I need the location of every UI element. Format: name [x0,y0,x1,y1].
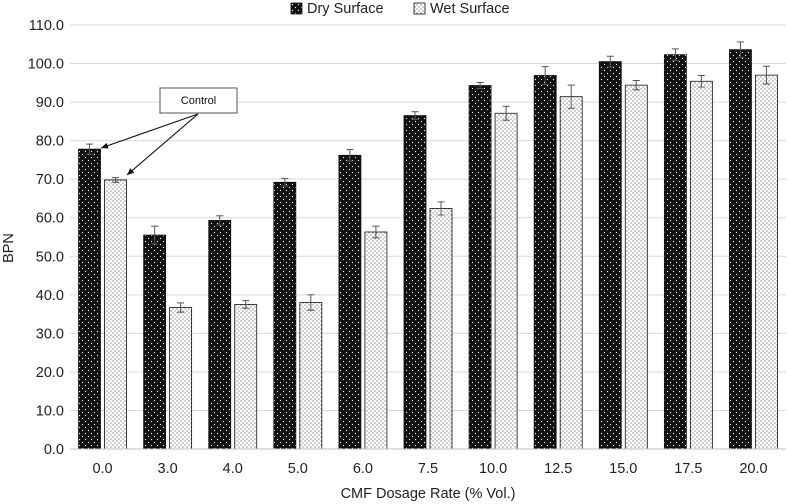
bar-dry-surface [598,61,622,450]
x-tick-label: 0.0 [92,461,112,477]
control-callout: Control [100,87,238,176]
legend-label-wet-surface: Wet Surface [430,1,510,17]
bar-dry-surface [468,85,492,450]
bar-wet-surface [169,307,193,450]
y-axis-ticks: 0.0 10.0 20.0 30.0 40.0 50.0 60.0 70.0 80.0 90.0 1… [28,18,64,458]
bar-dry-surface [403,115,427,450]
control-arrow-wet [126,113,199,176]
bar-dry-surface [273,181,297,450]
bar-dry-surface [143,234,167,450]
y-tick-label: 60.0 [36,211,64,227]
bar-dry-surface [729,49,752,450]
x-tick-label: 3.0 [158,461,178,477]
y-tick-label: 80.0 [36,134,64,150]
error-bars [86,41,770,313]
x-tick-label: 15.0 [609,461,637,477]
legend-label-dry-surface: Dry Surface [307,1,384,17]
y-tick-label: 10.0 [36,403,64,419]
legend: Dry Surface Wet Surface [290,1,510,17]
y-tick-label: 70.0 [36,172,64,188]
bar-wet-surface [755,74,778,450]
y-tick-label: 50.0 [36,249,64,265]
x-tick-label: 10.0 [479,461,507,477]
y-tick-label: 0.0 [44,442,64,458]
x-axis-ticks: 0.0 3.0 4.0 5.0 6.0 7.5 10.0 12.5 15.0 17.5 20.0 [92,461,767,477]
y-tick-label: 110.0 [29,18,64,34]
y-tick-label: 40.0 [36,288,64,304]
y-tick-label: 20.0 [36,365,64,381]
x-tick-label: 20.0 [739,461,767,477]
bar-wet-surface [429,208,453,450]
x-tick-label: 12.5 [544,461,572,477]
bar-wet-surface [364,231,388,450]
bar-wet-surface [234,304,258,450]
x-tick-label: 4.0 [223,461,243,477]
bars [78,49,778,450]
bar-wet-surface [104,179,127,450]
legend-swatch-wet-surface [413,2,426,15]
control-label-box [159,87,238,114]
bar-wet-surface [559,96,583,450]
bar-dry-surface [663,54,687,450]
y-tick-label: 30.0 [36,326,64,342]
control-arrow-dry [100,113,199,149]
bar-wet-surface [624,84,648,450]
y-axis-title: BPN [1,233,17,263]
x-tick-label: 17.5 [674,461,702,477]
bar-dry-surface [533,75,557,450]
bar-dry-surface [208,220,232,450]
control-label: Control [181,95,216,107]
y-tick-label: 90.0 [36,95,64,111]
bar-wet-surface [689,80,713,450]
x-axis-title: CMF Dosage Rate (% Vol.) [341,486,516,502]
bar-dry-surface [338,154,362,450]
x-tick-label: 6.0 [353,461,373,477]
x-tick-label: 5.0 [288,461,308,477]
bar-wet-surface [299,302,323,450]
legend-swatch-dry-surface [290,2,303,15]
x-tick-label: 7.5 [418,461,438,477]
bar-wet-surface [494,112,518,450]
bar-dry-surface [78,148,101,450]
y-tick-label: 100.0 [28,57,64,73]
